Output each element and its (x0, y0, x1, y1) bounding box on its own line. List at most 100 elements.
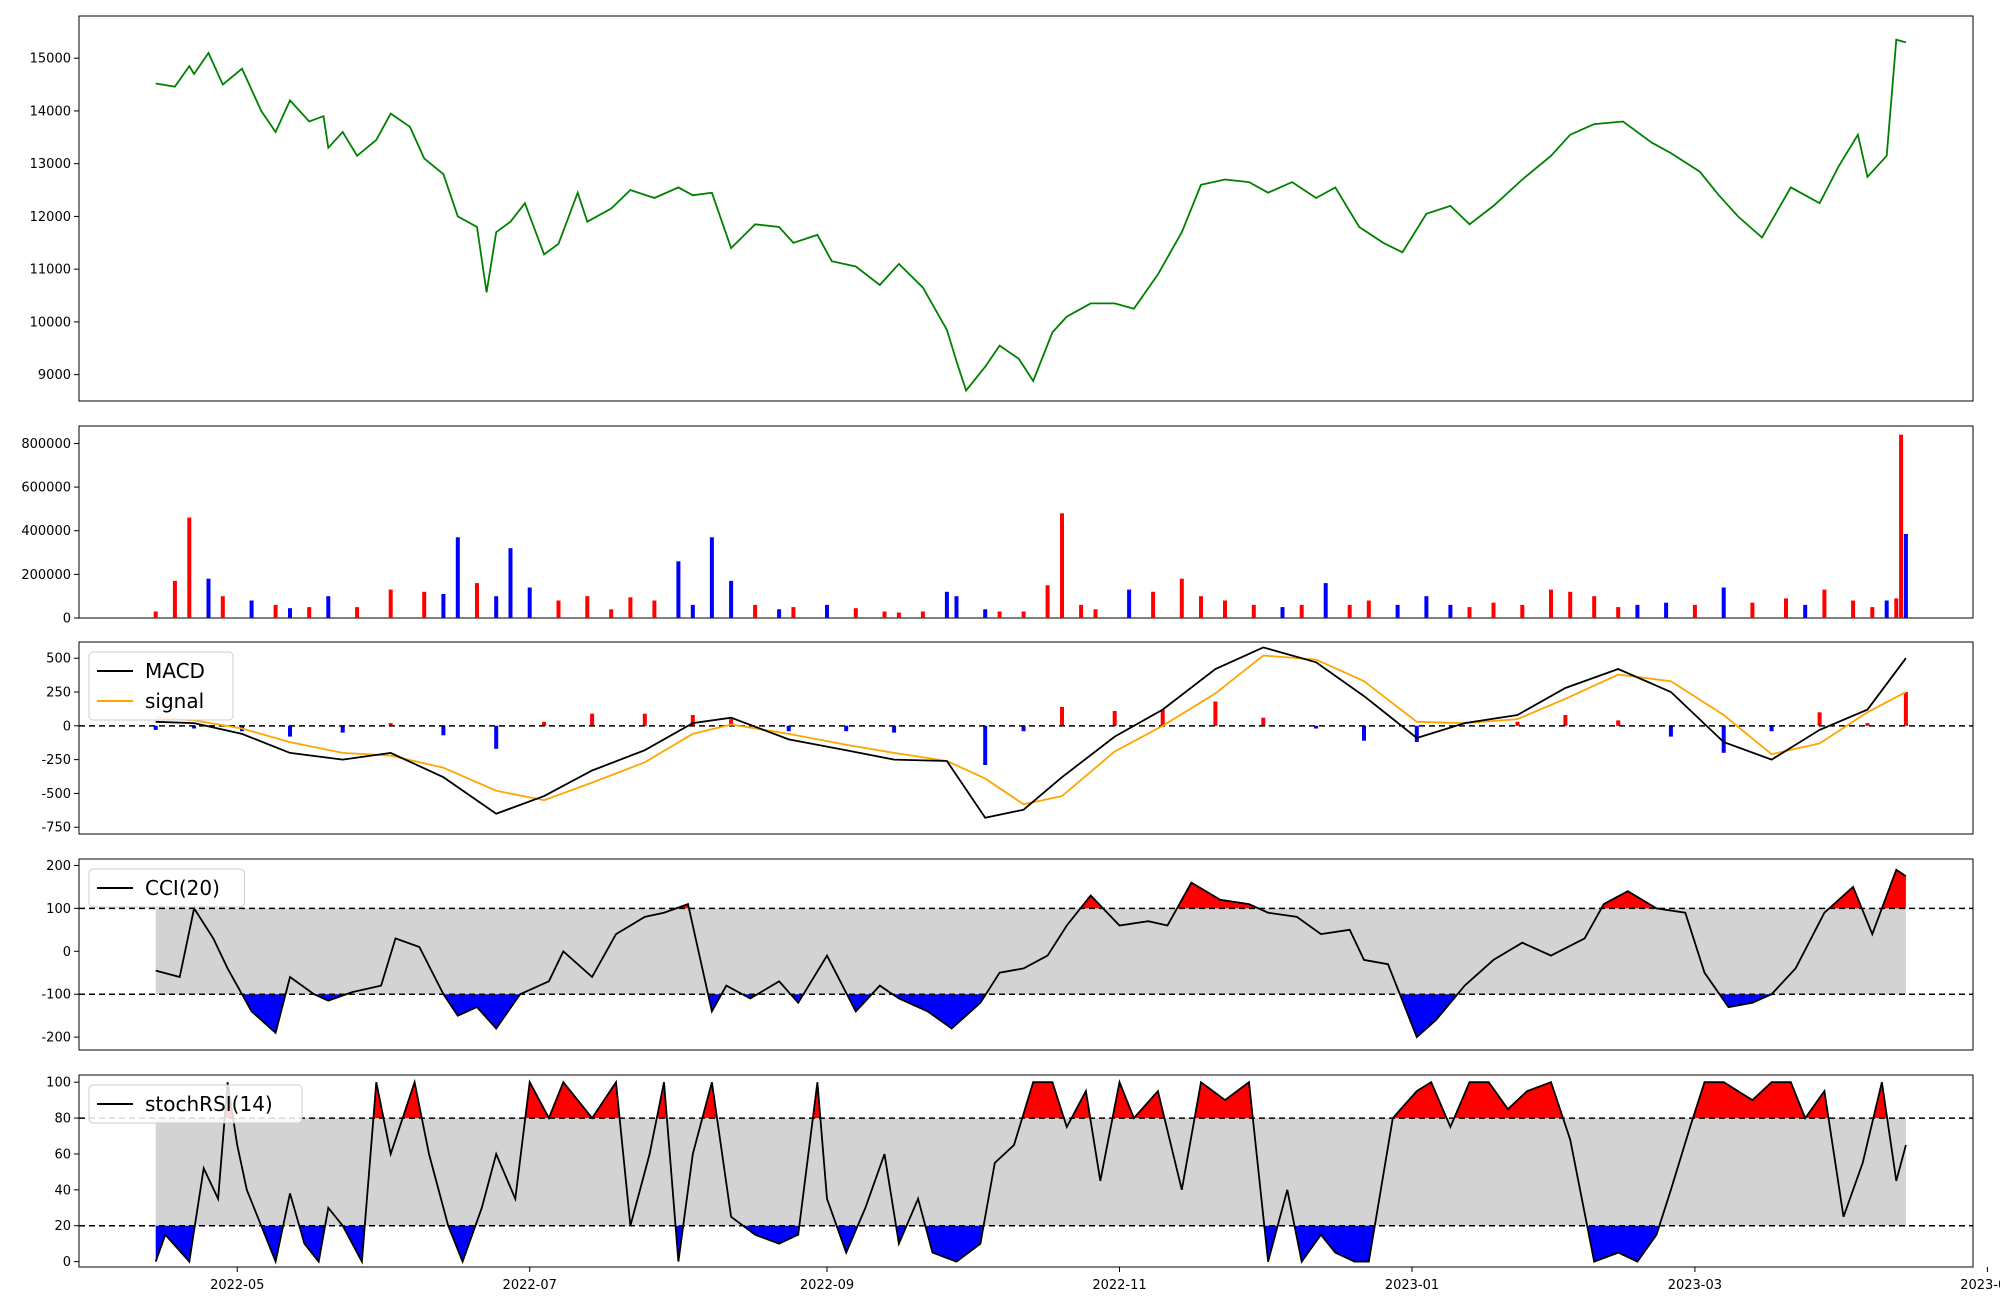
cci-line (155, 868, 1907, 1039)
x-tick-label: 2022-11 (1092, 1278, 1146, 1293)
volume-bar (1721, 587, 1726, 618)
macd-hist-bar (1903, 692, 1908, 726)
volume-bar (676, 561, 681, 618)
volume-bar (206, 578, 211, 618)
volume-bar (273, 604, 278, 618)
volume-bar (609, 609, 614, 618)
volume-bar (1884, 600, 1889, 618)
volume-bar (1549, 589, 1553, 618)
volume-bar (791, 607, 796, 618)
volume-bar (494, 596, 499, 618)
stochrsi-ytick-label: 40 (54, 1183, 71, 1198)
x-tick-label: 2023-01 (1385, 1278, 1439, 1293)
volume-bar (954, 596, 959, 618)
volume-bar (709, 537, 714, 618)
cci-ytick-label: -100 (41, 988, 71, 1003)
volume-bar (1366, 600, 1371, 618)
macd-hist-bar (1616, 720, 1621, 726)
stochrsi-ytick-label: 80 (54, 1112, 71, 1127)
volume-bar (1127, 589, 1132, 618)
stochrsi-legend-label: stochRSI(14) (145, 1092, 273, 1116)
volume-bar (307, 607, 312, 618)
cci-ytick-label: -200 (41, 1031, 71, 1046)
stochrsi-ytick-label: 20 (54, 1219, 71, 1234)
volume-bar (355, 607, 360, 618)
volume-bar (1822, 589, 1827, 618)
macd-hist-bar (892, 725, 897, 733)
volume-bar (556, 600, 561, 618)
macd-hist-bar (1865, 723, 1870, 726)
volume-bar (1323, 583, 1328, 618)
price-ytick-label: 14000 (30, 104, 71, 119)
volume-bar (896, 612, 901, 618)
volume-bar (153, 611, 158, 618)
volume-bar (288, 608, 292, 618)
macd-hist-bar (844, 725, 849, 732)
macd-hist-bar (288, 725, 292, 737)
volume-bar (920, 611, 925, 618)
macd-hist-bar (388, 723, 393, 726)
macd-hist-bar (192, 725, 197, 729)
volume-bar (853, 608, 858, 618)
volume-bar (1903, 534, 1908, 618)
volume-ytick-label: 400000 (21, 524, 71, 539)
stochrsi-ytick-label: 100 (46, 1076, 71, 1091)
price-ytick-label: 12000 (30, 210, 71, 225)
volume-bar (1280, 607, 1285, 618)
volume-bar (1448, 604, 1453, 618)
price-line (155, 38, 1907, 393)
volume-bar (441, 594, 446, 618)
volume-ytick-label: 0 (63, 612, 71, 627)
volume-bar (1021, 611, 1026, 618)
volume-bar (1635, 604, 1640, 618)
volume-bar (1424, 596, 1429, 618)
volume-bar (1079, 604, 1084, 618)
volume-bar (1093, 609, 1098, 618)
macd-hist-bar (983, 725, 988, 765)
volume-bar (1592, 596, 1597, 618)
macd-hist-bar (1414, 725, 1419, 742)
macd-legend-label: MACD (145, 659, 205, 683)
macd-ytick-label: -500 (41, 787, 71, 802)
volume-bar (882, 611, 887, 618)
volume-ytick-label: 600000 (21, 481, 71, 496)
macd-hist-bar (1314, 725, 1319, 729)
macd-hist-bar (153, 725, 158, 730)
x-tick-label: 2023-03 (1668, 1278, 1722, 1293)
stochrsi-over-fill (224, 1082, 1888, 1119)
volume-bar (1750, 602, 1755, 618)
macd-ytick-label: 0 (63, 719, 71, 734)
volume-bar (997, 611, 1002, 618)
x-tick-label: 2022-07 (503, 1278, 557, 1293)
volume-bar (1803, 604, 1808, 618)
volume-bar (475, 583, 479, 618)
macd-legend-box (88, 651, 234, 721)
stochrsi-line (154, 1078, 1907, 1265)
macd-hist-bar (729, 719, 734, 726)
macd-hist-bar (1021, 725, 1026, 732)
volume-bar (1199, 596, 1203, 618)
volume-bar (690, 604, 695, 618)
stochrsi-frame (78, 1074, 1974, 1268)
price-ytick-label: 10000 (30, 315, 71, 330)
volume-bar (172, 580, 177, 618)
volume-bar (585, 596, 590, 618)
volume-bar (1851, 600, 1856, 618)
volume-bar (422, 591, 427, 618)
volume-bar (1347, 604, 1352, 618)
x-tick-label: 2023-05 (1960, 1278, 2000, 1293)
macd-hist-bar (441, 725, 446, 736)
volume-bar (1060, 513, 1064, 618)
volume-bar (1664, 602, 1669, 618)
macd-hist-bar (1060, 706, 1064, 726)
macd-hist-bar (1563, 715, 1568, 726)
volume-bar (777, 609, 782, 618)
macd-ytick-label: -750 (41, 821, 71, 836)
cci-band (155, 908, 1906, 995)
volume-bar (187, 517, 192, 618)
volume-bar (1568, 591, 1573, 618)
volume-bar (729, 580, 734, 618)
macd-hist-bar (1261, 717, 1266, 726)
volume-bar (1870, 607, 1875, 618)
